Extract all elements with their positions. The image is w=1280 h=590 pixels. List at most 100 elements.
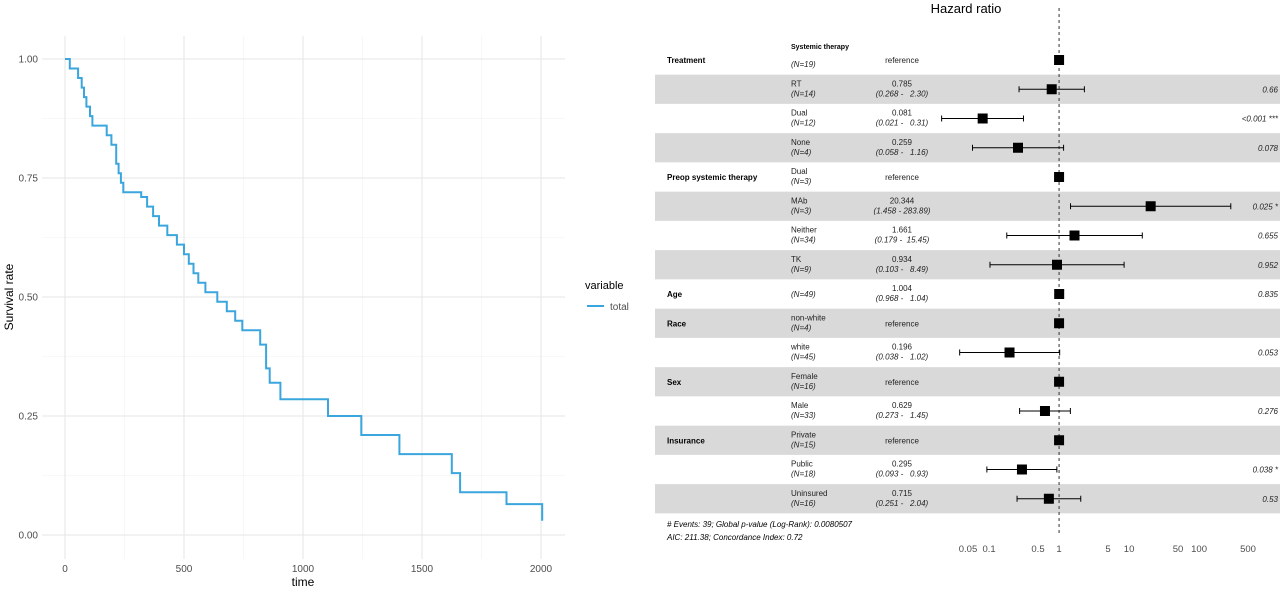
- row-ci: (0.179 - 15.45): [875, 236, 930, 245]
- row-ci: (0.268 - 2.30): [876, 89, 929, 98]
- row-p-value: 0.66: [1262, 85, 1278, 94]
- hr-marker: [1069, 230, 1080, 241]
- row-n: (N=4): [791, 323, 812, 332]
- x-tick-label: 2000: [530, 564, 553, 575]
- row-level: Neither: [791, 226, 817, 235]
- row-level: white: [790, 343, 810, 352]
- row-level: MAb: [791, 196, 808, 205]
- row-p-value: 0.655: [1258, 232, 1279, 241]
- row-hr: 0.081: [892, 109, 913, 118]
- row-n: (N=12): [791, 119, 816, 128]
- row-p-value: 0.952: [1258, 261, 1279, 270]
- x-tick-label: 1500: [411, 564, 434, 575]
- row-ci: (0.251 - 2.04): [876, 499, 929, 508]
- row-hr: reference: [885, 319, 919, 328]
- row-n: (N=15): [791, 440, 816, 449]
- row-n: (N=14): [791, 89, 816, 98]
- row-ci: (0.273 - 1.45): [876, 411, 929, 420]
- hr-marker: [1054, 55, 1065, 65]
- row-p-value: 0.53: [1262, 495, 1278, 504]
- row-p-value: 0.276: [1258, 407, 1279, 416]
- row-n: (N=34): [791, 236, 816, 245]
- hr-marker: [1039, 406, 1050, 416]
- forest-x-tick-label: 50: [1173, 544, 1184, 555]
- row-p-value: 0.078: [1258, 144, 1279, 153]
- row-band: [655, 250, 1280, 280]
- row-variable: Preop systemic therapy: [667, 173, 758, 182]
- row-hr: reference: [885, 56, 919, 65]
- series-line-total: [65, 58, 544, 521]
- x-tick-label: 0: [62, 564, 68, 575]
- row-level: Female: [791, 372, 818, 381]
- row-hr: 20.344: [890, 196, 915, 205]
- row-level: TK: [791, 255, 802, 264]
- row-band: [655, 74, 1280, 104]
- forest-x-tick-label: 500: [1240, 544, 1256, 555]
- row-p-value: 0.053: [1258, 349, 1279, 358]
- row-ci: (0.058 - 1.16): [876, 148, 929, 157]
- y-axis-title: Survival rate: [2, 263, 16, 330]
- row-variable: Insurance: [667, 436, 705, 445]
- row-ci: (0.968 - 1.04): [876, 294, 929, 303]
- row-n: (N=16): [791, 499, 816, 508]
- row-hr: 0.629: [892, 401, 913, 410]
- forest-x-tick-label: 100: [1191, 544, 1207, 555]
- row-band: [655, 425, 1280, 455]
- row-variable: Sex: [667, 378, 682, 387]
- forest-x-tick-label: 5: [1105, 544, 1110, 555]
- hr-marker: [1054, 376, 1065, 387]
- row-band: [655, 484, 1280, 514]
- hr-marker: [1054, 289, 1065, 299]
- row-hr: reference: [885, 378, 919, 387]
- row-hr: 1.004: [892, 284, 913, 293]
- hr-marker: [977, 113, 988, 124]
- x-tick-label: 1000: [292, 564, 315, 575]
- row-p-value: 0.025 *: [1253, 202, 1279, 211]
- row-p-value: 0.038 *: [1253, 466, 1279, 475]
- footer-aic: AIC: 211.38; Concordance Index: 0.72: [666, 533, 803, 542]
- row-level: None: [791, 138, 811, 147]
- hr-marker: [1054, 172, 1065, 182]
- forest-x-tick-label: 0.05: [959, 544, 978, 555]
- forest-x-tick-label: 0.1: [982, 544, 995, 555]
- row-n: (N=18): [791, 470, 816, 479]
- row-variable: Treatment: [667, 56, 706, 65]
- row-p-value: 0.835: [1258, 290, 1279, 299]
- row-band: [655, 367, 1280, 397]
- row-level: Dual: [791, 167, 808, 176]
- legend-label-total: total: [610, 302, 629, 313]
- row-variable: Race: [667, 319, 687, 328]
- row-level: Public: [791, 460, 813, 469]
- row-level: Dual: [791, 109, 808, 118]
- row-hr: 0.715: [892, 489, 913, 498]
- hr-marker: [1046, 84, 1057, 95]
- forest-x-tick-label: 10: [1124, 544, 1135, 555]
- y-tick-label: 0.00: [19, 531, 39, 542]
- row-hr: 0.196: [892, 343, 913, 352]
- row-n: (N=3): [791, 206, 812, 215]
- row-hr: 1.661: [892, 226, 913, 235]
- row-hr: reference: [885, 173, 919, 182]
- row-n: (N=4): [791, 148, 812, 157]
- hr-marker: [1054, 318, 1065, 329]
- row-hr: 0.785: [892, 79, 913, 88]
- row-ci: (0.093 - 0.93): [876, 470, 929, 479]
- y-tick-label: 0.25: [19, 412, 39, 423]
- x-axis-title: time: [292, 575, 315, 589]
- survival-plot: 0 500 1000 1500 2000 0.00 0.25 0.50 0.75 1.00 time…: [2, 36, 629, 589]
- row-variable: Age: [667, 290, 683, 299]
- y-tick-label: 1.00: [19, 55, 39, 66]
- row-level: non-white: [791, 313, 826, 322]
- y-tick-label: 0.50: [19, 293, 39, 304]
- x-tick-label: 500: [176, 564, 193, 575]
- row-n: (N=45): [791, 353, 816, 362]
- row-hr: 0.295: [892, 460, 913, 469]
- forest-plot: Hazard ratio Treatment Systemic therapy (N=…: [655, 1, 1280, 555]
- row-n: (N=3): [791, 177, 812, 186]
- legend-title: variable: [585, 280, 624, 292]
- row-level: Uninsured: [791, 489, 827, 498]
- hr-marker: [1051, 259, 1062, 270]
- row-hr: 0.259: [892, 138, 913, 147]
- forest-x-tick-label: 0.5: [1031, 544, 1044, 555]
